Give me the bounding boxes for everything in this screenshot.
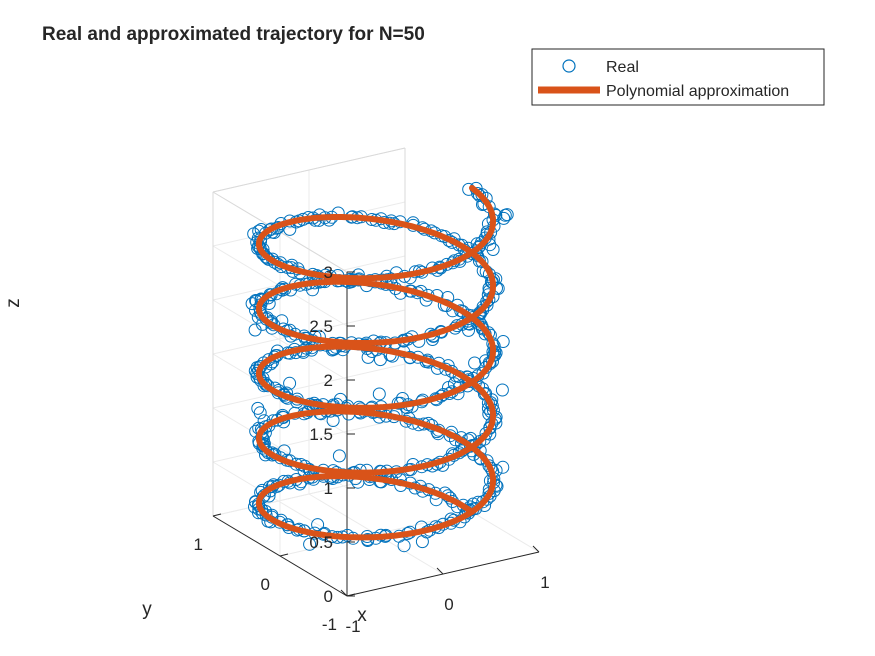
x-tick-label: 0: [444, 595, 453, 614]
real-point: [332, 449, 346, 463]
z-tick-label: 1: [324, 479, 333, 498]
x-axis-label: x: [357, 605, 367, 626]
series-polynomial-approximation: [255, 185, 497, 541]
real-point: [495, 383, 509, 397]
y-tick-mark: [212, 513, 222, 517]
real-point: [468, 356, 482, 370]
legend-marker-real: [562, 59, 576, 73]
real-point: [303, 537, 317, 551]
real-point: [283, 376, 297, 390]
real-point: [373, 353, 387, 367]
real-point: [251, 401, 265, 415]
approximation-curve: [255, 185, 497, 541]
real-point: [259, 443, 273, 457]
real-point: [326, 414, 340, 427]
z-tick-label: 0.5: [309, 533, 333, 552]
real-point: [361, 350, 375, 364]
real-point: [471, 187, 485, 200]
real-point: [497, 211, 511, 225]
y-tick-label: 1: [194, 535, 203, 554]
y-tick-mark: [279, 553, 289, 557]
real-point: [311, 518, 325, 532]
x-tick-mark: [340, 589, 348, 597]
y-tick-mark: [346, 593, 356, 597]
real-point: [498, 208, 512, 222]
real-point: [259, 508, 273, 522]
real-point: [372, 387, 386, 401]
tick-labels: 0 0.5 1 1.5 2 2.5 3 -1 0 1 -1 0 1: [194, 263, 550, 636]
x-tick-mark: [532, 545, 540, 553]
series-real: [245, 181, 514, 553]
x-tick-mark: [436, 567, 444, 575]
real-point: [277, 444, 291, 458]
plot-area: [245, 181, 514, 553]
z-axis-label: z: [3, 298, 24, 308]
z-tick-label: 2: [324, 371, 333, 390]
legend-label-approx: Polynomial approximation: [606, 83, 789, 100]
y-tick-label: -1: [322, 615, 337, 634]
z-tick-label: 2.5: [309, 317, 333, 336]
real-point: [253, 406, 267, 420]
real-point: [275, 314, 289, 328]
x-tick-label: -1: [345, 617, 360, 636]
real-point: [496, 460, 510, 474]
z-tick-label: 1.5: [309, 425, 333, 444]
real-point: [415, 535, 429, 549]
real-point: [476, 303, 490, 317]
z-tick-label: 0: [324, 587, 333, 606]
y-axis-label: y: [142, 599, 152, 620]
x-tick-label: 1: [540, 573, 549, 592]
real-point: [496, 335, 510, 348]
chart-title: Real and approximated trajectory for N=5…: [42, 24, 425, 45]
legend-label-real: Real: [606, 59, 639, 76]
real-point: [473, 189, 486, 202]
z-tick-label: 3: [324, 263, 333, 282]
y-tick-label: 0: [261, 575, 270, 594]
real-point: [259, 378, 273, 392]
legend: Real Polynomial approximation: [531, 48, 825, 106]
legend-box: [531, 48, 825, 106]
real-point: [247, 227, 261, 241]
real-point: [397, 539, 411, 553]
box-edge: [212, 147, 406, 193]
